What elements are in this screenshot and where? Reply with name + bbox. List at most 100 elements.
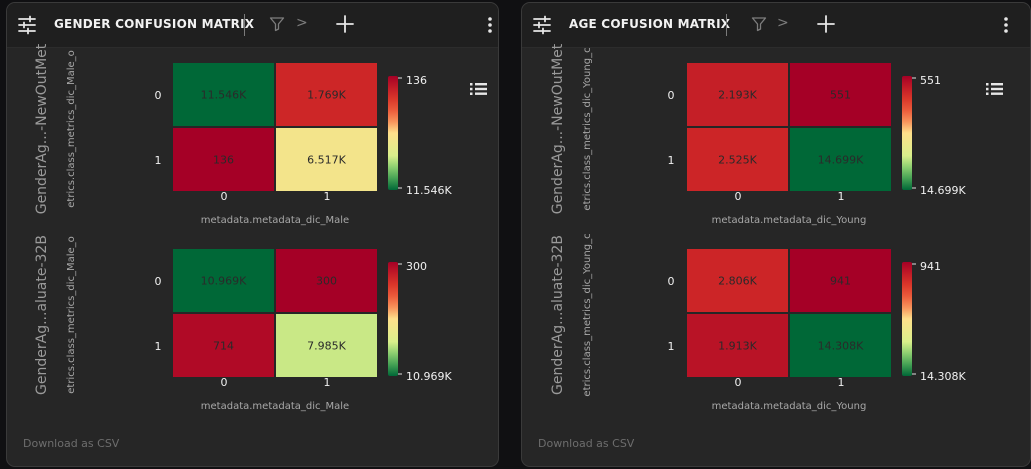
x-tick-label: 1	[324, 190, 331, 203]
colorbar	[388, 76, 398, 190]
y-tick-label: 1	[155, 154, 162, 167]
colorbar-min-label: 551	[920, 74, 941, 87]
cell-value-label: 300	[316, 275, 337, 288]
download-csv-link[interactable]: Download as CSV	[23, 437, 120, 450]
cell-value-label: 10.969K	[201, 275, 247, 288]
breadcrumb-chevron: >	[777, 15, 789, 31]
y-tick-label: 0	[668, 275, 675, 288]
add-icon[interactable]	[816, 14, 836, 34]
x-tick-label: 1	[324, 376, 331, 389]
sliders-icon[interactable]	[17, 15, 37, 35]
colorbar	[388, 262, 398, 376]
panel-title: GENDER CONFUSION MATRIX	[54, 17, 255, 31]
cell-value-label: 1.769K	[307, 89, 346, 102]
header-divider	[244, 14, 245, 36]
y-axis-label: etrics.class_metrics_dic_Young_c	[582, 47, 593, 210]
heatmap-cell	[687, 128, 788, 191]
row-series-label: GenderAg...aluate-32B	[550, 235, 566, 395]
more-options-icon[interactable]	[1004, 16, 1008, 34]
x-tick-label: 0	[221, 376, 228, 389]
legend-list-icon[interactable]	[470, 82, 488, 96]
heatmap-cell	[276, 63, 377, 126]
heatmap: 2.806K 941 1.913K 14.308K 0 1 0 1 metadata.metad…	[550, 233, 966, 412]
y-axis-label: etrics.class_metrics_dic_Male_o	[66, 50, 77, 208]
cell-value-label: 941	[830, 275, 851, 288]
y-axis-label: etrics.class_metrics_dic_Male_o	[66, 236, 77, 394]
filter-icon[interactable]	[751, 16, 767, 32]
colorbar-max-label: 10.969K	[406, 370, 452, 383]
x-tick-label: 1	[838, 190, 845, 203]
heatmap-plot-area: 2.193K 551 2.525K 14.699K 0 1 0 1 metadata.metad…	[550, 43, 966, 412]
heatmap-cell	[173, 314, 274, 377]
heatmap-cell	[790, 249, 891, 312]
age-confusion-panel: AGE COFUSION MATRIX > 2.193K 551 2.525K 14.…	[521, 2, 1031, 467]
legend-list-icon[interactable]	[986, 82, 1004, 96]
heatmap-cell	[276, 249, 377, 312]
panel-title: AGE COFUSION MATRIX	[569, 17, 731, 31]
heatmap-cell	[790, 314, 891, 377]
colorbar-min-label: 300	[406, 260, 427, 273]
y-tick-label: 1	[155, 340, 162, 353]
cell-value-label: 14.699K	[818, 154, 864, 167]
cell-value-label: 11.546K	[201, 89, 247, 102]
colorbar-max-label: 14.699K	[920, 184, 966, 197]
cell-value-label: 2.525K	[718, 154, 757, 167]
x-axis-label: metadata.metadata_dic_Young	[712, 401, 867, 412]
colorbar-min-label: 941	[920, 260, 941, 273]
heatmap-cell	[173, 249, 274, 312]
y-tick-label: 0	[155, 89, 162, 102]
x-tick-label: 0	[221, 190, 228, 203]
x-tick-label: 0	[735, 376, 742, 389]
heatmap-cell	[790, 63, 891, 126]
cell-value-label: 6.517K	[307, 154, 346, 167]
heatmap-cell	[687, 314, 788, 377]
more-options-icon[interactable]	[488, 16, 492, 34]
download-csv-link[interactable]: Download as CSV	[538, 437, 635, 450]
panel-header: AGE COFUSION MATRIX >	[522, 3, 1030, 48]
cell-value-label: 2.806K	[718, 275, 757, 288]
heatmap-plot-area: 11.546K 1.769K 136 6.517K 0 1 0 1 metadata.metad…	[34, 43, 452, 412]
header-divider	[726, 14, 727, 36]
cell-value-label: 1.913K	[718, 340, 757, 353]
heatmap: 2.193K 551 2.525K 14.699K 0 1 0 1 metadata.metad…	[550, 43, 966, 226]
colorbar	[902, 262, 912, 376]
x-axis-label: metadata.metadata_dic_Male	[201, 401, 349, 412]
breadcrumb-chevron: >	[296, 15, 308, 31]
heatmap-cell	[790, 128, 891, 191]
heatmap: 10.969K 300 714 7.985K 0 1 0 1 metadata.metadata…	[34, 235, 452, 412]
panel-header: GENDER CONFUSION MATRIX >	[7, 3, 498, 48]
x-tick-label: 1	[838, 376, 845, 389]
x-axis-label: metadata.metadata_dic_Male	[201, 215, 349, 226]
filter-icon[interactable]	[269, 16, 285, 32]
cell-value-label: 2.193K	[718, 89, 757, 102]
y-tick-label: 1	[668, 340, 675, 353]
cell-value-label: 7.985K	[307, 340, 346, 353]
row-series-label: GenderAg...-NewOutMet	[34, 43, 50, 214]
cell-value-label: 14.308K	[818, 340, 864, 353]
row-series-label: GenderAg...-NewOutMet	[550, 43, 566, 214]
add-icon[interactable]	[335, 14, 355, 34]
heatmap-cell	[276, 128, 377, 191]
x-tick-label: 0	[735, 190, 742, 203]
row-series-label: GenderAg...aluate-32B	[34, 235, 50, 395]
colorbar	[902, 76, 912, 190]
heatmap-cell	[687, 63, 788, 126]
cell-value-label: 714	[213, 340, 234, 353]
sliders-icon[interactable]	[532, 15, 552, 35]
y-tick-label: 0	[155, 275, 162, 288]
heatmap-cell	[687, 249, 788, 312]
heatmap-cell	[173, 128, 274, 191]
colorbar-max-label: 11.546K	[406, 184, 452, 197]
y-tick-label: 0	[668, 89, 675, 102]
cell-value-label: 551	[830, 89, 851, 102]
heatmap-cell	[276, 314, 377, 377]
heatmap-cell	[173, 63, 274, 126]
y-axis-label: etrics.class_metrics_dic_Young_c	[582, 233, 593, 396]
y-tick-label: 1	[668, 154, 675, 167]
gender-confusion-panel: GENDER CONFUSION MATRIX > 11.546K 1.769K 1…	[6, 2, 499, 467]
heatmap: 11.546K 1.769K 136 6.517K 0 1 0 1 metadata.metad…	[34, 43, 452, 226]
cell-value-label: 136	[213, 154, 234, 167]
colorbar-min-label: 136	[406, 74, 427, 87]
x-axis-label: metadata.metadata_dic_Young	[712, 215, 867, 226]
colorbar-max-label: 14.308K	[920, 370, 966, 383]
